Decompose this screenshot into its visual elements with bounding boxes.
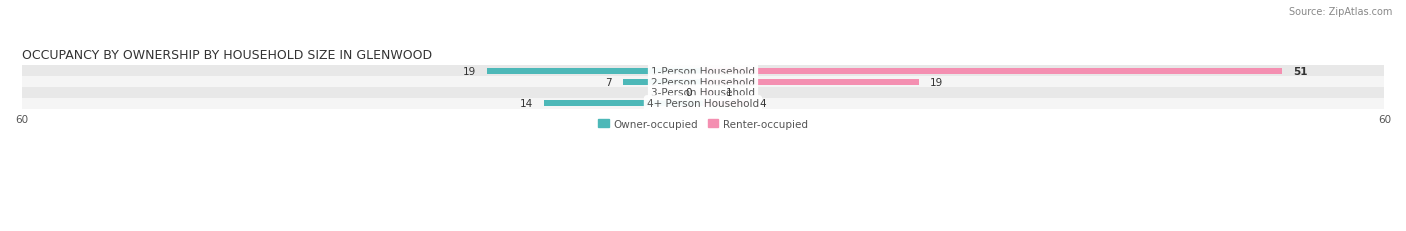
Text: 19: 19	[463, 67, 475, 76]
Text: 51: 51	[1294, 67, 1308, 76]
Bar	[703, 69, 1282, 75]
Bar	[703, 101, 748, 107]
Bar	[21, 77, 1385, 88]
Text: 4+ Person Household: 4+ Person Household	[647, 99, 759, 109]
Bar	[703, 90, 714, 96]
Bar	[544, 101, 703, 107]
Text: 3-Person Household: 3-Person Household	[651, 88, 755, 98]
Text: 2-Person Household: 2-Person Household	[651, 77, 755, 87]
Bar	[21, 66, 1385, 77]
Bar	[21, 88, 1385, 98]
Text: 1-Person Household: 1-Person Household	[651, 67, 755, 76]
Text: Source: ZipAtlas.com: Source: ZipAtlas.com	[1288, 7, 1392, 17]
Legend: Owner-occupied, Renter-occupied: Owner-occupied, Renter-occupied	[595, 115, 811, 133]
Bar	[703, 79, 918, 85]
Text: OCCUPANCY BY OWNERSHIP BY HOUSEHOLD SIZE IN GLENWOOD: OCCUPANCY BY OWNERSHIP BY HOUSEHOLD SIZE…	[21, 49, 432, 61]
Text: 7: 7	[606, 77, 612, 87]
Text: 0: 0	[685, 88, 692, 98]
Bar	[623, 79, 703, 85]
Text: 19: 19	[931, 77, 943, 87]
Bar	[488, 69, 703, 75]
Text: 4: 4	[759, 99, 766, 109]
Text: 1: 1	[725, 88, 733, 98]
Bar	[21, 98, 1385, 109]
Text: 14: 14	[519, 99, 533, 109]
